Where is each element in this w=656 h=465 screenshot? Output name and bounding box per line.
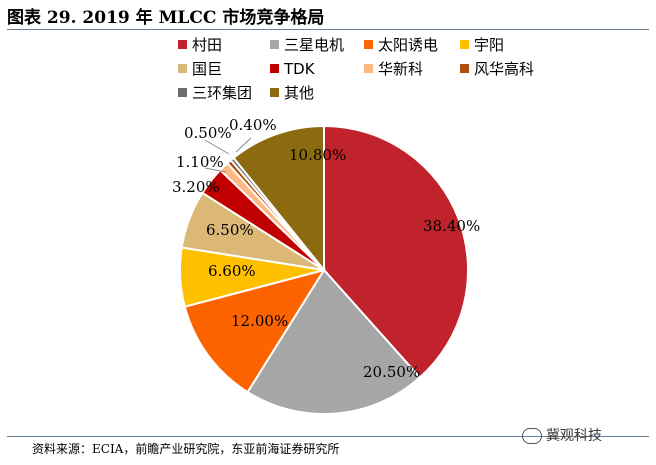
legend-swatch-9 xyxy=(178,88,187,97)
legend-label-7: 华新科 xyxy=(378,60,423,78)
legend-swatch-10 xyxy=(270,88,279,97)
data-label-8: 0.50% xyxy=(184,124,232,142)
watermark: 冀观科技 xyxy=(522,425,602,445)
legend-swatch-6 xyxy=(270,64,279,73)
leader-line-9 xyxy=(235,137,252,153)
legend-label-1: 村田 xyxy=(192,36,222,54)
data-label-1: 38.40% xyxy=(423,217,480,235)
legend-swatch-1 xyxy=(178,40,187,49)
legend-label-4: 宇阳 xyxy=(474,36,504,54)
legend-label-2: 三星电机 xyxy=(284,36,344,54)
data-label-6: 3.20% xyxy=(172,178,220,196)
legend-swatch-2 xyxy=(270,40,279,49)
legend-label-10: 其他 xyxy=(284,84,314,102)
legend-label-8: 风华高科 xyxy=(474,60,534,78)
data-label-5: 6.50% xyxy=(206,221,254,239)
legend-label-9: 三环集团 xyxy=(192,84,252,102)
pie-slice-10 xyxy=(232,124,325,273)
legend-label-3: 太阳诱电 xyxy=(378,36,438,54)
data-label-2: 20.50% xyxy=(363,363,420,381)
legend-label-6: TDK xyxy=(283,60,316,78)
pie-slice-2 xyxy=(246,268,422,415)
wechat-icon xyxy=(522,428,542,444)
pie-slices xyxy=(179,124,469,415)
watermark-text: 冀观科技 xyxy=(546,428,602,444)
leader-line-7 xyxy=(204,167,227,173)
source-note: 资料来源：ECIA，前瞻产业研究院，东亚前海证券研究所 xyxy=(32,442,340,456)
data-label-4: 6.60% xyxy=(208,262,256,280)
legend-label-5: 国巨 xyxy=(192,60,222,78)
legend-swatch-7 xyxy=(364,64,373,73)
legend-swatch-4 xyxy=(460,40,469,49)
data-label-7: 1.10% xyxy=(176,153,224,171)
data-label-3: 12.00% xyxy=(231,312,288,330)
data-label-9: 0.40% xyxy=(229,116,277,134)
legend-swatch-8 xyxy=(460,64,469,73)
legend-swatch-5 xyxy=(178,64,187,73)
legend-swatch-3 xyxy=(364,40,373,49)
pie-slice-3 xyxy=(183,268,327,394)
data-labels: 38.40% 20.50% 12.00% 6.60% 6.50% 3.20% 1.10% 0.… xyxy=(172,116,480,381)
pie-slice-1 xyxy=(323,124,469,379)
footer-divider xyxy=(7,436,649,437)
title-divider xyxy=(7,29,649,30)
leader-line-8 xyxy=(204,139,230,155)
data-label-10: 10.80% xyxy=(289,146,346,164)
chart-title: 图表 29. 2019 年 MLCC 市场竞争格局 xyxy=(7,8,325,28)
